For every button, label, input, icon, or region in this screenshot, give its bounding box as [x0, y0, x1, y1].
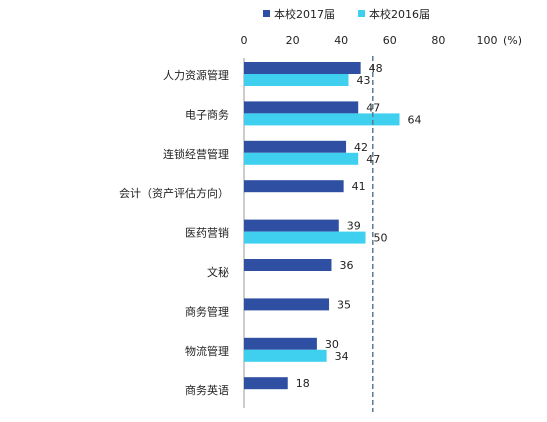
bar-series2 — [244, 349, 327, 362]
bar-series2 — [244, 113, 400, 126]
bar-series1 — [244, 259, 332, 271]
data-label: 43 — [356, 74, 370, 87]
x-tick-label: 20 — [286, 34, 300, 47]
category-label: 连锁经营管理 — [163, 147, 229, 161]
category-label: 电子商务 — [185, 107, 229, 121]
x-tick-label: 0 — [241, 34, 248, 47]
data-label: 47 — [366, 153, 380, 166]
bar-series1 — [244, 140, 347, 153]
x-tick-label: 40 — [334, 34, 348, 47]
legend-label-2: 本校2016届 — [369, 7, 430, 21]
data-label: 47 — [366, 101, 380, 114]
data-label: 36 — [339, 259, 353, 272]
category-label: 人力资源管理 — [163, 68, 229, 82]
category-label: 商务管理 — [185, 304, 229, 318]
bar-series1 — [244, 337, 317, 350]
data-label: 41 — [352, 180, 366, 193]
bar-series1 — [244, 377, 288, 390]
legend-label-1: 本校2017届 — [274, 7, 335, 21]
bar-series2 — [244, 74, 349, 86]
x-tick-label: 80 — [431, 34, 445, 47]
legend: 本校2017届 本校2016届 — [263, 7, 430, 21]
data-label: 35 — [337, 298, 351, 311]
bar-series1 — [244, 62, 361, 74]
data-label: 42 — [354, 141, 368, 154]
data-label: 30 — [325, 338, 339, 351]
bar-series1 — [244, 219, 339, 232]
data-label: 48 — [369, 62, 383, 75]
bar-series1 — [244, 180, 344, 193]
x-tick-label: 100 — [477, 34, 498, 47]
category-label: 文秘 — [207, 265, 229, 279]
data-label: 18 — [296, 377, 310, 390]
category-label: 医药营销 — [185, 226, 229, 240]
data-label: 39 — [347, 220, 361, 233]
data-label: 64 — [408, 113, 422, 126]
category-label: 商务英语 — [185, 383, 229, 397]
bar-series1 — [244, 298, 330, 311]
x-unit-label: (%) — [503, 34, 522, 47]
data-label: 34 — [335, 350, 349, 363]
bars — [244, 62, 400, 390]
bar-series2 — [244, 231, 366, 244]
legend-swatch-2 — [358, 10, 365, 17]
category-label: 物流管理 — [185, 344, 229, 358]
data-label: 50 — [374, 232, 388, 245]
bar-series2 — [244, 152, 359, 165]
x-tick-label: 60 — [383, 34, 397, 47]
bar-series1 — [244, 101, 359, 114]
legend-swatch-1 — [263, 10, 270, 17]
category-label: 会计（资产评估方向） — [119, 186, 229, 200]
